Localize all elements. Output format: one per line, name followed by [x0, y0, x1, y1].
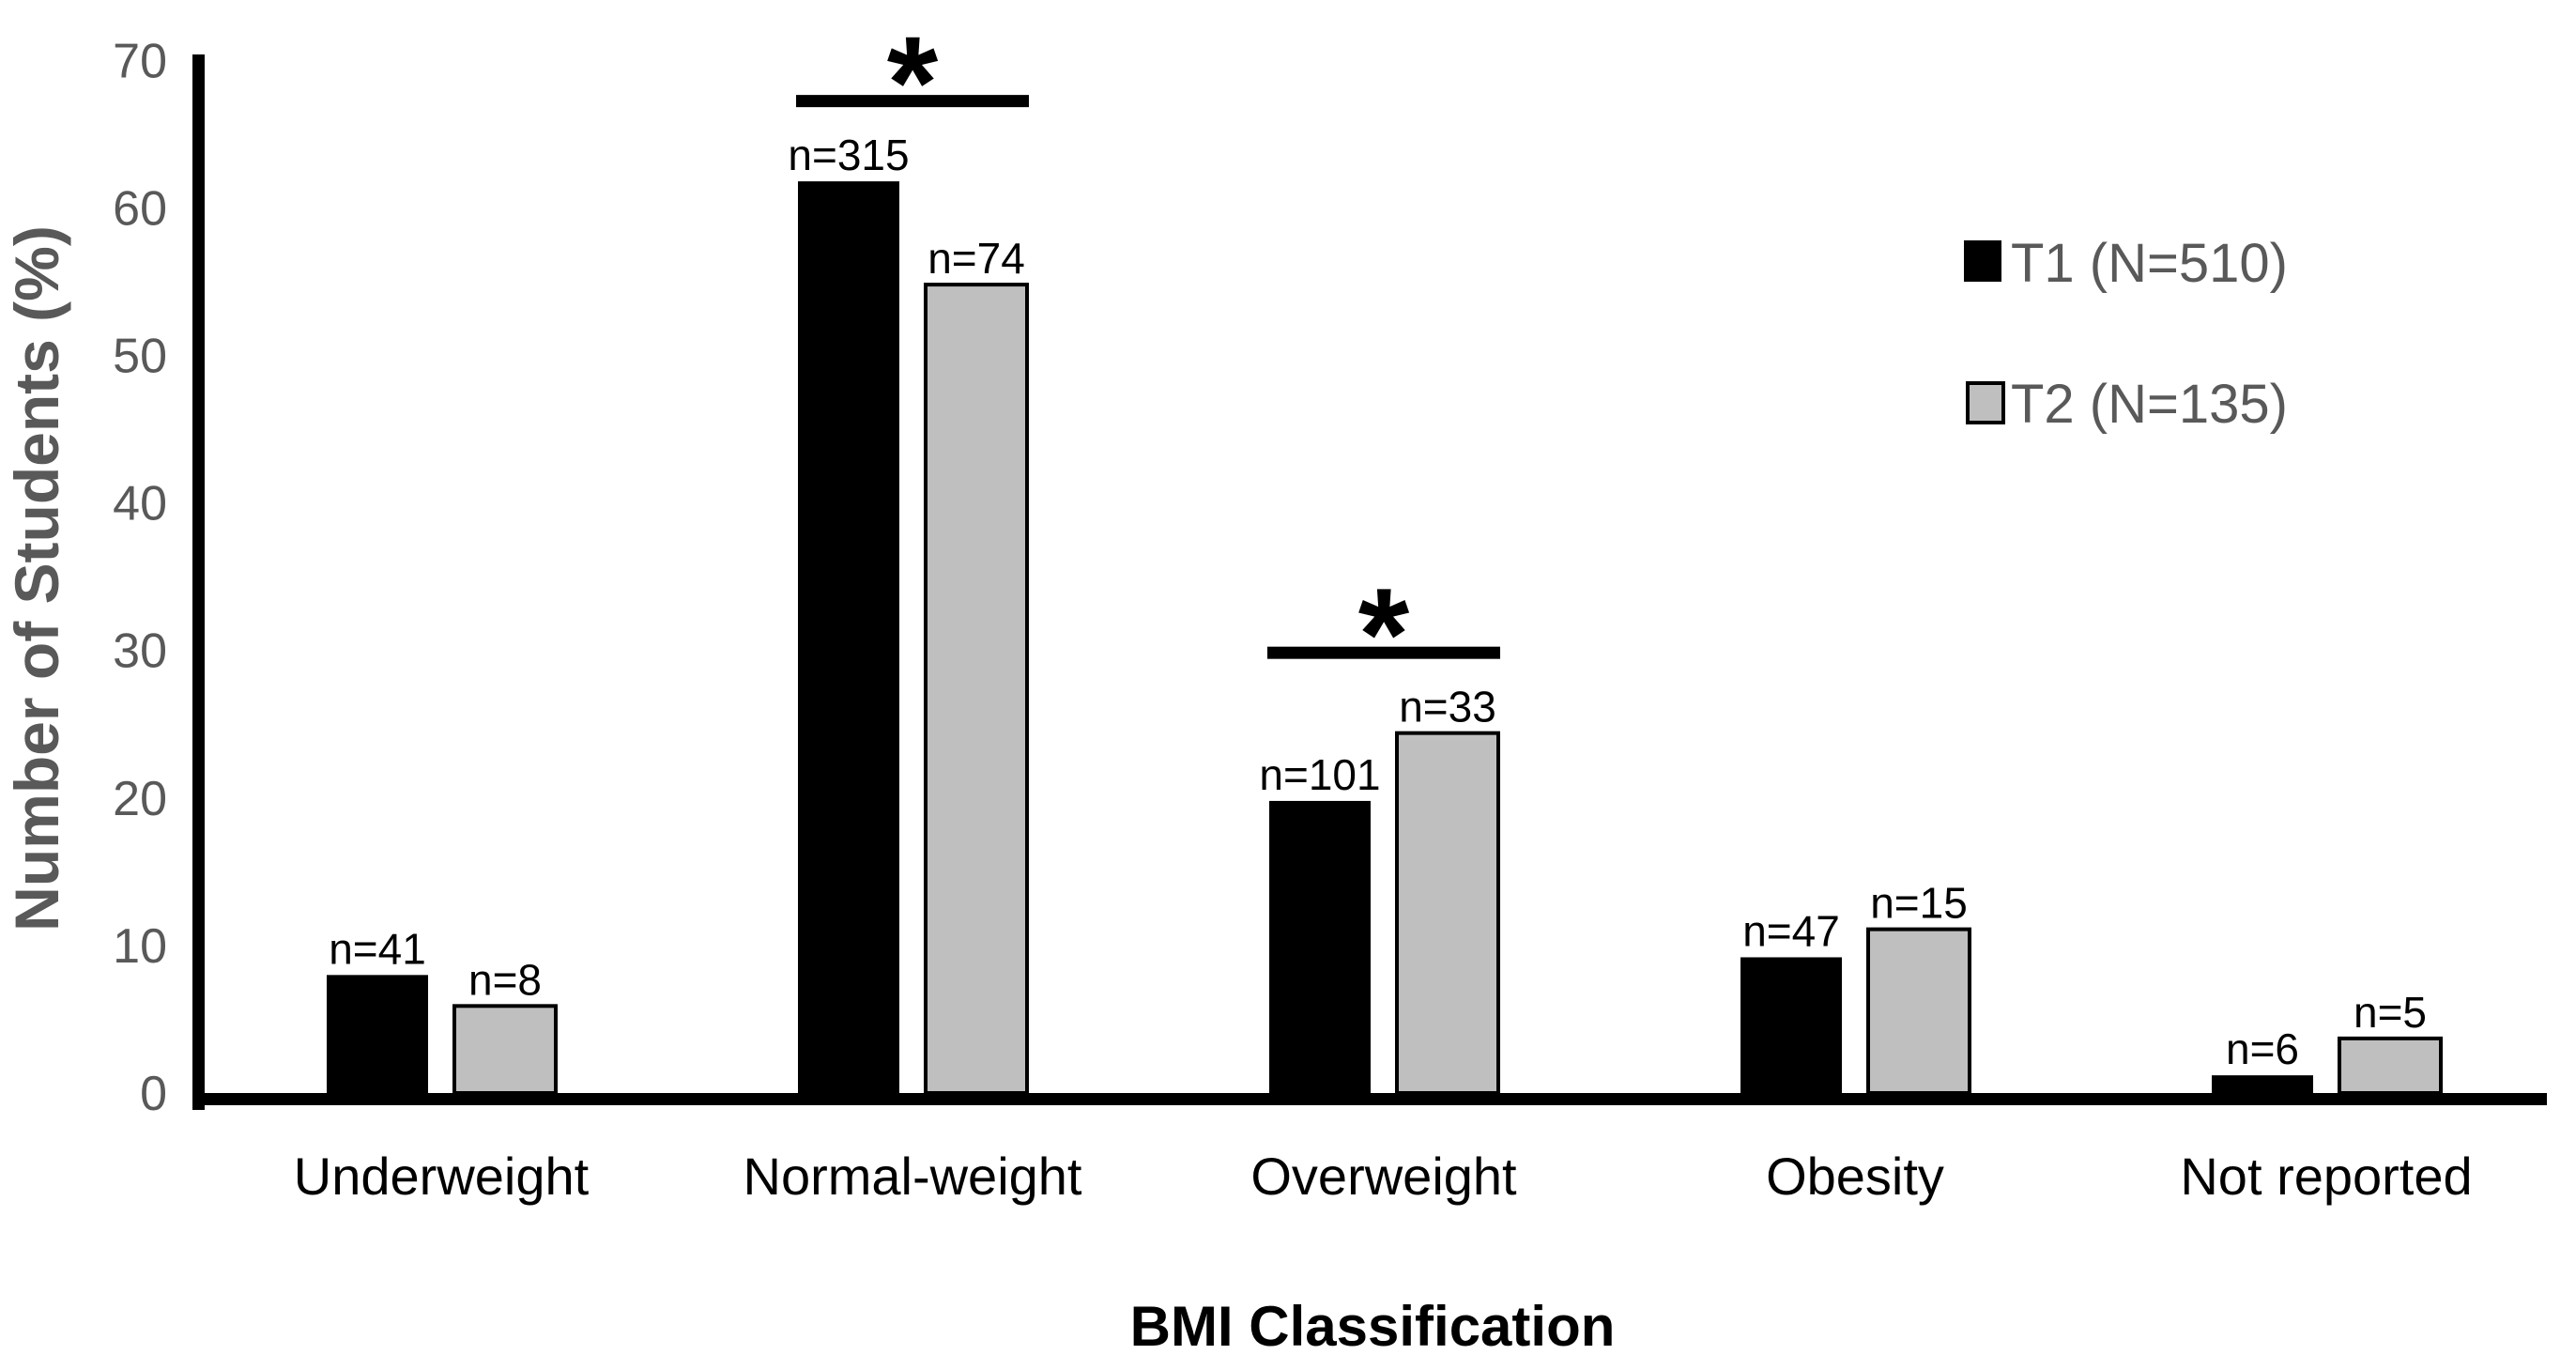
- significance-asterisk-normal-weight: *: [887, 8, 939, 156]
- significance-line-normal-weight: [796, 95, 1029, 108]
- bar-value-label-t2-underweight: n=8: [468, 955, 542, 1004]
- bar-value-label-t2-not-reported: n=5: [2354, 988, 2427, 1037]
- legend-label-t1: T1 (N=510): [2011, 233, 2288, 294]
- y-axis-line: [192, 54, 205, 1110]
- bar-t2-not-reported: [2338, 1036, 2443, 1096]
- legend-swatch-t1: [1964, 240, 2001, 282]
- bar-value-label-t1-underweight: n=41: [329, 924, 426, 973]
- legend-label-t2: T2 (N=135): [2011, 374, 2288, 435]
- bar-value-label-t2-obesity: n=15: [1870, 879, 1968, 928]
- plot-area: 0 10 20 30 40 50 60 70 n=41 n=8 Underweight n=315 n=…: [113, 8, 2547, 1206]
- y-tick-label-50: 50: [113, 330, 167, 384]
- bar-t2-normal-weight: [924, 283, 1029, 1096]
- bar-t1-normal-weight: [798, 181, 899, 1093]
- y-tick-label-20: 20: [113, 772, 167, 826]
- bar-t2-underweight: [452, 1004, 558, 1096]
- y-tick-label-30: 30: [113, 624, 167, 679]
- bar-t2-overweight: [1395, 731, 1500, 1096]
- x-category-label-normal-weight: Normal-weight: [744, 1147, 1082, 1206]
- y-tick-label-60: 60: [113, 181, 167, 236]
- x-category-label-overweight: Overweight: [1250, 1147, 1517, 1206]
- bar-value-label-t1-obesity: n=47: [1742, 906, 1840, 955]
- bar-value-label-t1-not-reported: n=6: [2226, 1024, 2299, 1073]
- bar-value-label-t1-overweight: n=101: [1259, 750, 1380, 799]
- legend: T1 (N=510) T2 (N=135): [1964, 233, 2288, 435]
- bar-t1-underweight: [327, 975, 428, 1093]
- bar-t1-overweight: [1269, 800, 1371, 1093]
- bar-value-label-t1-normal-weight: n=315: [788, 131, 909, 179]
- y-axis-title: Number of Students (%): [2, 225, 71, 932]
- legend-swatch-t2: [1966, 381, 2005, 424]
- bar-t1-obesity: [1740, 957, 1842, 1093]
- x-category-label-obesity: Obesity: [1766, 1147, 1944, 1206]
- bar-value-label-t2-normal-weight: n=74: [928, 234, 1025, 283]
- bar-t1-not-reported: [2212, 1075, 2313, 1093]
- bar-value-label-t2-overweight: n=33: [1399, 683, 1496, 731]
- significance-line-overweight: [1267, 646, 1500, 659]
- y-tick-label-10: 10: [113, 919, 167, 974]
- significance-asterisk-overweight: *: [1358, 561, 1410, 708]
- bar-t2-obesity: [1866, 927, 1971, 1096]
- x-category-label-not-reported: Not reported: [2180, 1147, 2472, 1206]
- x-category-label-underweight: Underweight: [294, 1147, 590, 1206]
- y-tick-label-0: 0: [140, 1067, 167, 1121]
- y-tick-label-40: 40: [113, 477, 167, 531]
- x-axis-title: BMI Classification: [1130, 1295, 1616, 1355]
- x-axis-line: [192, 1093, 2547, 1105]
- y-tick-label-70: 70: [113, 34, 167, 88]
